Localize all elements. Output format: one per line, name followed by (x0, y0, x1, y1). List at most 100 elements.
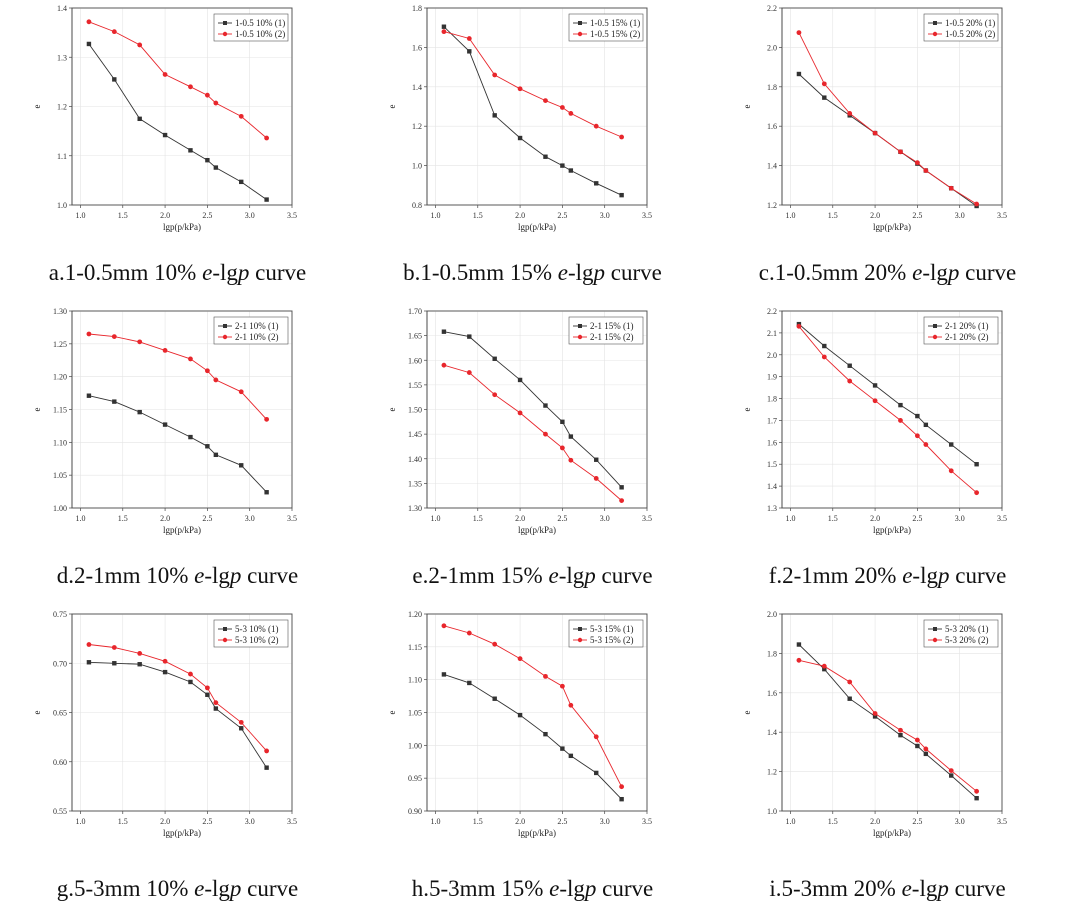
caption-part: d.2-1mm 10% (56, 563, 195, 588)
y-tick-label: 1.10 (53, 438, 67, 447)
x-tick-label: 3.0 (600, 817, 610, 826)
y-tick-label: 1.00 (408, 741, 422, 750)
data-point-circle (466, 370, 472, 375)
x-axis-label: lgp(p/kPa) (163, 222, 201, 232)
legend-box (568, 619, 644, 648)
y-tick-label: 1.7 (767, 416, 777, 425)
data-point-circle (914, 160, 920, 166)
data-point-circle (264, 416, 270, 422)
caption-part: -lg (558, 563, 585, 588)
data-point-circle (264, 748, 270, 754)
x-tick-label: 3.5 (287, 817, 297, 826)
legend-label: 5-3 20% (2) (945, 635, 989, 645)
y-tick-label: 1.10 (408, 676, 422, 685)
x-tick-label: 1.5 (473, 514, 483, 523)
caption-part: curve (949, 563, 1007, 588)
legend-marker-circle (222, 334, 228, 340)
caption-part: p (229, 876, 242, 901)
data-point-circle (188, 84, 193, 90)
x-tick-label: 3.5 (642, 514, 652, 523)
y-tick-label: 1.6 (767, 438, 777, 447)
y-tick-label: 0.90 (408, 807, 422, 816)
legend-label: 1-0.5 15% (1) (590, 18, 640, 28)
data-point-square (517, 377, 523, 383)
y-tick-label: 2.1 (767, 329, 777, 338)
legend-label: 5-3 15% (1) (590, 624, 634, 634)
y-tick-label: 0.55 (53, 807, 67, 816)
data-point-square (949, 442, 954, 447)
x-tick-label: 1.5 (473, 211, 483, 220)
legend-marker-square (578, 21, 582, 25)
data-point-square (915, 743, 920, 749)
data-point-circle (543, 673, 548, 679)
legend-label: 5-3 10% (2) (235, 635, 279, 645)
data-point-square (560, 746, 565, 751)
caption-part: p (584, 876, 597, 901)
data-point-circle (796, 30, 802, 36)
data-point-circle (847, 110, 853, 116)
data-point-circle (466, 36, 472, 41)
y-tick-label: 1.5 (767, 460, 777, 469)
chart-svg-i: 1.0 1.5 2.0 2.5 3.0 3.5 1.0 1.2 1.4 1.6 1.8 2.0 lgp(… (742, 610, 1007, 838)
data-point-square (86, 393, 92, 398)
y-tick-label: 1.05 (408, 709, 422, 718)
y-tick-label: 1.4 (767, 728, 777, 737)
legend-box (213, 619, 289, 648)
data-point-square (974, 795, 979, 801)
y-tick-label: 1.4 (767, 482, 777, 491)
x-tick-label: 1.5 (828, 817, 838, 826)
y-tick-label: 1.8 (767, 83, 777, 92)
y-tick-label: 1.8 (767, 649, 777, 658)
x-tick-label: 2.5 (557, 211, 567, 220)
data-point-circle (898, 727, 903, 733)
data-point-square (568, 168, 574, 173)
chart-panel-b: 1.0 1.5 2.0 2.5 3.0 3.5 0.8 1.0 1.2 1.4 1.6 1.8 lgp(… (355, 0, 710, 303)
data-point-square (619, 796, 624, 802)
data-point-circle (137, 651, 143, 656)
data-point-circle (796, 323, 802, 329)
data-point-square (543, 403, 548, 408)
x-tick-label: 1.5 (118, 211, 128, 220)
y-axis-label: e (32, 408, 42, 412)
plot-border (71, 613, 293, 812)
x-tick-label: 2.0 (160, 514, 170, 523)
y-tick-label: 1.2 (57, 103, 67, 112)
y-tick-label: 1.8 (767, 395, 777, 404)
caption-part: e (901, 876, 912, 901)
x-tick-label: 2.0 (870, 514, 880, 523)
chart-svg-g: 1.0 1.5 2.0 2.5 3.0 3.5 0.55 0.60 0.65 0.70 0.75 lg… (32, 610, 297, 838)
x-tick-label: 1.5 (118, 514, 128, 523)
data-point-circle (543, 98, 548, 103)
chart-svg-a: 1.0 1.5 2.0 2.5 3.0 3.5 1.0 1.1 1.2 1.3 1.4 lgp(p/k… (32, 4, 297, 232)
y-tick-label: 1.0 (57, 201, 67, 210)
data-point-circle (914, 433, 920, 439)
data-point-circle (204, 92, 210, 98)
y-tick-label: 1.70 (408, 307, 422, 316)
caption-part: curve (241, 876, 299, 901)
y-tick-label: 1.30 (408, 504, 422, 513)
caption-part: e (902, 563, 913, 588)
legend-marker-square (578, 324, 582, 328)
data-point-square (594, 181, 599, 186)
caption-h: h.5-3mm 15% e-lgp curve (355, 876, 710, 902)
data-point-circle (492, 641, 498, 647)
legend-label: 5-3 20% (1) (945, 624, 989, 634)
caption-g: g.5-3mm 10% e-lgp curve (0, 876, 355, 902)
data-point-square (492, 356, 497, 361)
legend-box (923, 619, 999, 648)
data-point-square (137, 409, 142, 415)
legend-marker-circle (932, 637, 938, 643)
data-point-circle (204, 368, 210, 374)
y-tick-label: 1.45 (408, 430, 422, 439)
caption-part: curve (959, 260, 1017, 285)
y-axis-label: e (32, 105, 42, 109)
x-tick-label: 3.0 (600, 514, 610, 523)
data-point-circle (974, 201, 980, 207)
legend-label: 2-1 15% (2) (590, 332, 634, 342)
y-axis-label: e (32, 711, 42, 715)
y-tick-label: 1.20 (53, 373, 67, 382)
data-point-circle (204, 685, 210, 691)
data-point-square (568, 434, 574, 439)
data-point-square (594, 770, 599, 776)
data-point-circle (821, 663, 827, 669)
